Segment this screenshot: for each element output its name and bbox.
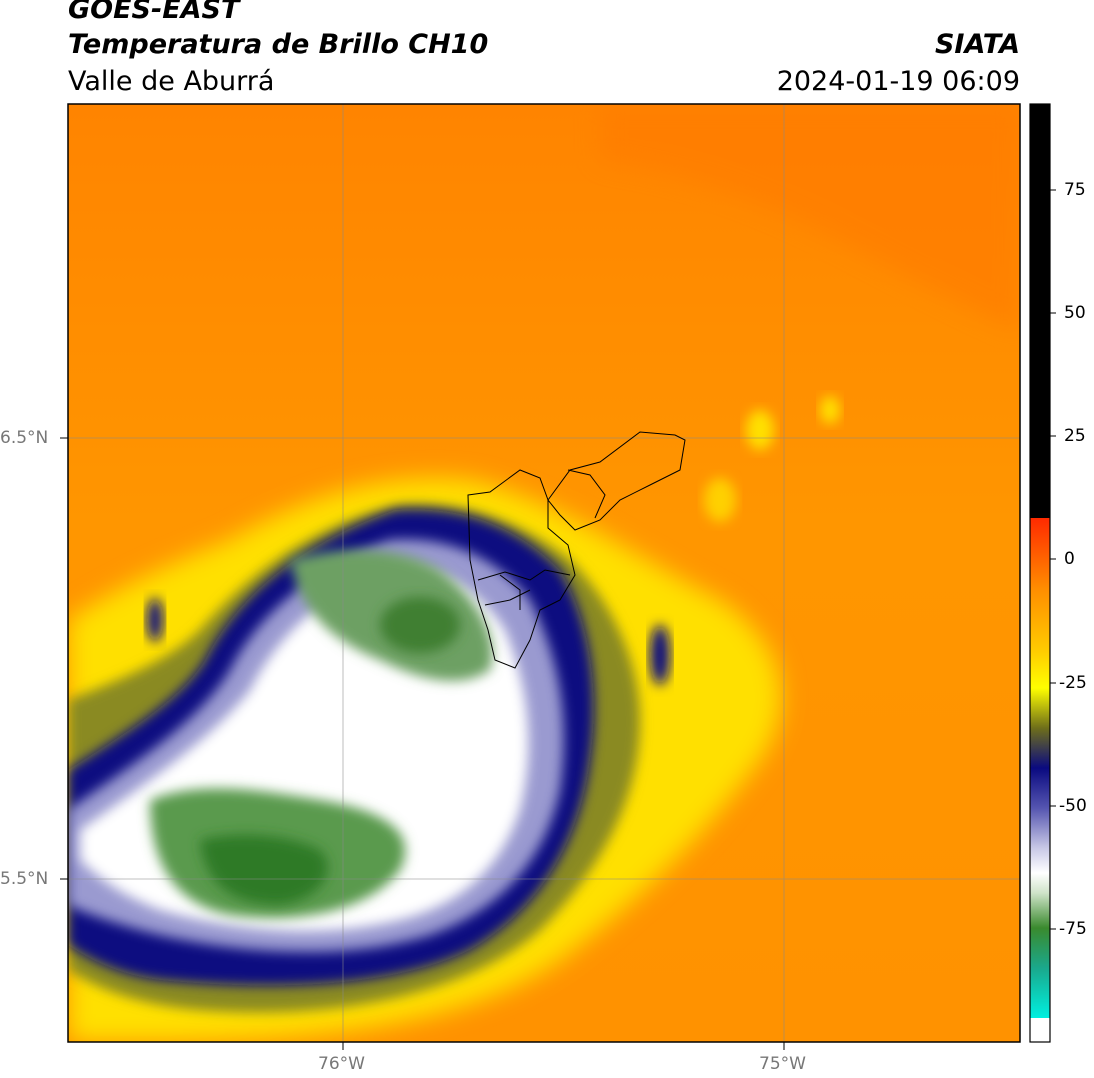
colorbar-black-segment <box>1030 104 1050 518</box>
region-subtitle: Valle de Aburrá <box>68 66 275 97</box>
colorbar-tick-label: -25 <box>1059 673 1087 693</box>
colorbar-tick-label: -50 <box>1059 796 1087 816</box>
colorbar-tick-label: 0 <box>1064 549 1075 569</box>
datetime-label: 2024-01-19 06:09 <box>776 66 1020 97</box>
satellite-title: GOES-EAST <box>68 0 240 25</box>
colorbar-tick-label: 50 <box>1064 303 1086 323</box>
colorbar-tick-label: -75 <box>1059 919 1087 939</box>
lon-label-76w: 76°W <box>318 1054 365 1074</box>
map-area <box>68 104 1020 1042</box>
colorbar-tick-label: 75 <box>1064 180 1086 200</box>
colorbar <box>1029 103 1056 1043</box>
cloud-system <box>68 396 840 1042</box>
product-title: Temperatura de Brillo CH10 <box>68 29 489 60</box>
colorbar-tick-label: 25 <box>1064 426 1086 446</box>
map-frame <box>67 103 1021 1043</box>
warm-region <box>600 104 1020 330</box>
graticule <box>68 104 1020 1042</box>
colorbar-white-segment <box>1030 1018 1050 1042</box>
organization-label: SIATA <box>934 29 1020 60</box>
colorbar-gradient <box>1030 518 1050 1018</box>
lon-label-75w: 75°W <box>759 1054 806 1074</box>
municipal-outlines <box>467 431 686 669</box>
lat-label-6-5n: 6.5°N <box>0 428 49 448</box>
lat-label-5-5n: 5.5°N <box>0 869 49 889</box>
